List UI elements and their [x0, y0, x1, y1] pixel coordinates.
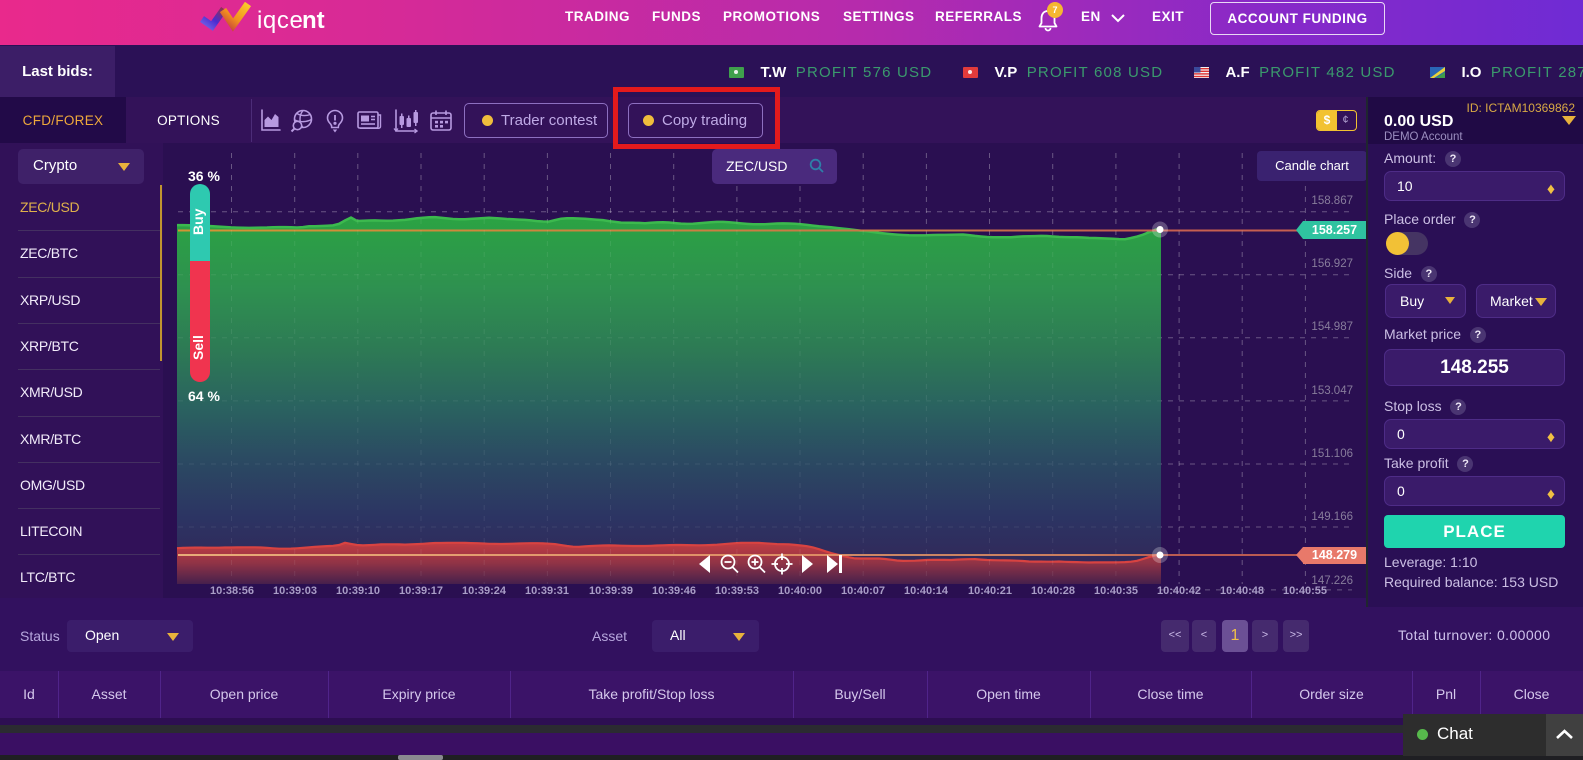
svg-text:iqce: iqce — [257, 7, 303, 34]
svg-text:nt: nt — [302, 7, 325, 34]
